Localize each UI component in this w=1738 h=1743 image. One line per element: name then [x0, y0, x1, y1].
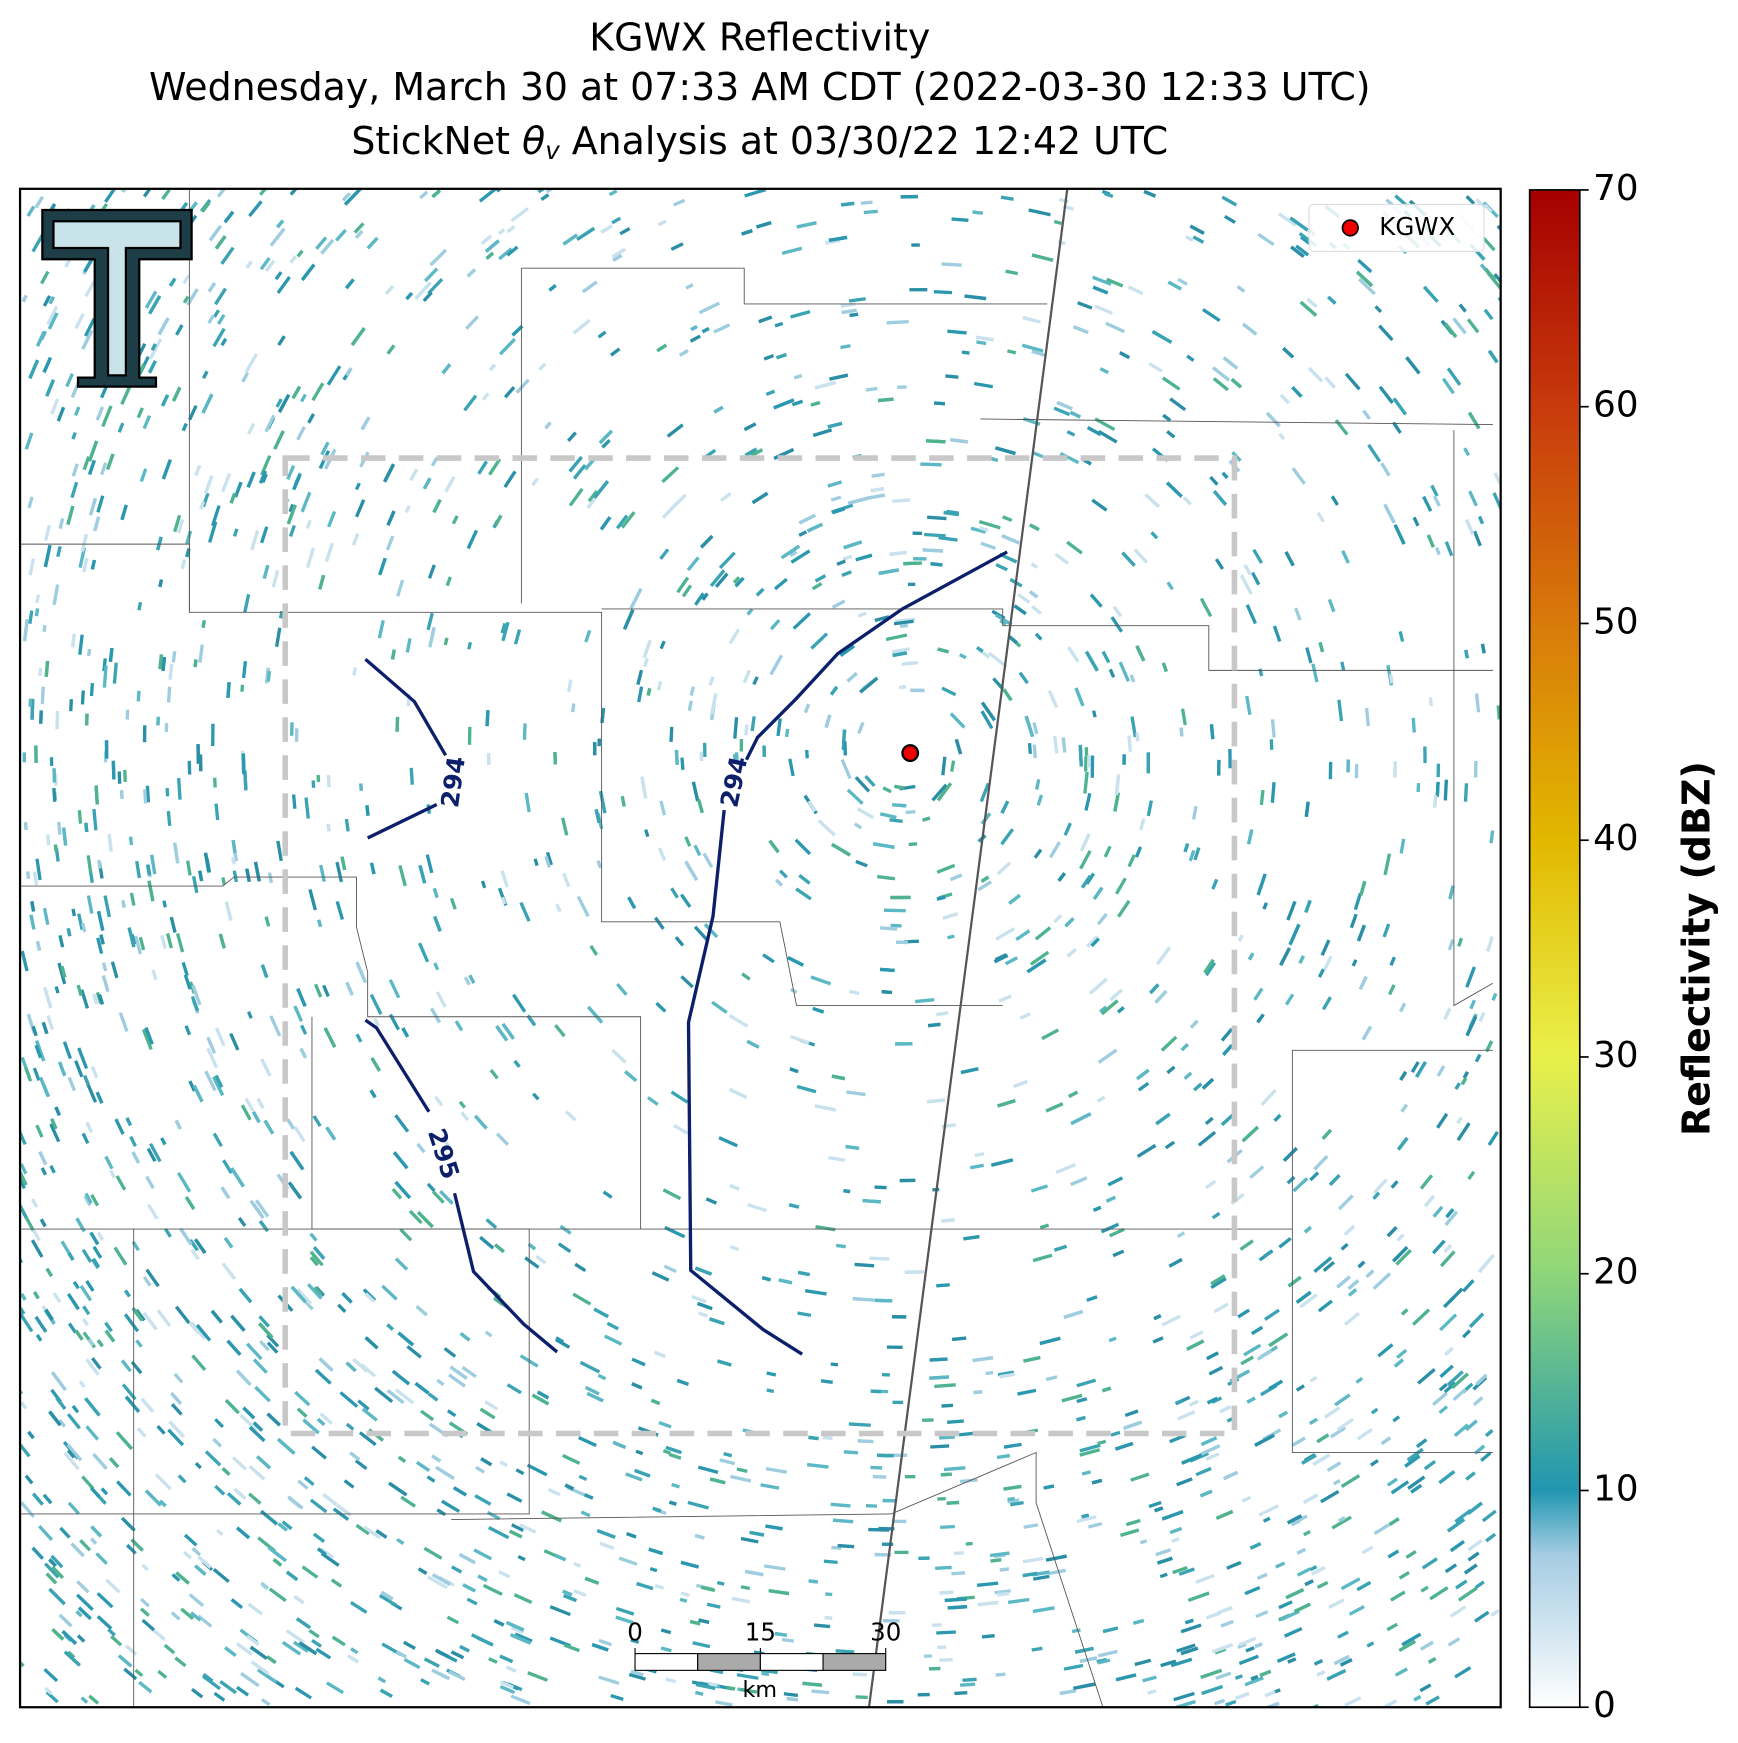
colorbar-tick-label: 70 [1593, 168, 1638, 209]
scale-unit: km [743, 1677, 778, 1703]
colorbar: Reflectivity (dBZ) 0 10 20 30 40 50 60 70 [1528, 168, 1719, 1726]
map: 294 294 295 KGWX km 0 15 30 [20, 188, 1501, 1708]
colorbar-label: Reflectivity (dBZ) [1675, 761, 1719, 1136]
legend-label: KGWX [1379, 212, 1455, 241]
colorbar-scale [1528, 189, 1581, 1709]
colorbar-tick-label: 10 [1593, 1468, 1638, 1509]
logo [41, 208, 193, 388]
contour-label: 294 [435, 754, 471, 809]
analysis-domain [282, 455, 1238, 1437]
colorbar-tick-label: 20 [1593, 1252, 1638, 1293]
county-lines [20, 188, 1494, 1708]
state-line [867, 188, 1069, 1708]
colorbar-tick-label: 50 [1593, 601, 1638, 642]
title: KGWX Reflectivity [589, 16, 930, 60]
subtitle-subscript: v [545, 136, 560, 165]
title: Wednesday, March 30 at 07:33 AM CDT (202… [149, 65, 1371, 109]
scale-tick-label: 15 [745, 1617, 776, 1646]
subtitle-text: Analysis at 03/30/22 12:42 UTC [560, 118, 1169, 162]
legend: KGWX [1308, 203, 1485, 252]
colorbar-tick-label: 0 [1593, 1685, 1616, 1726]
subtitle-text: StickNet [351, 118, 522, 162]
subtitle: StickNet θv Analysis at 03/30/22 12:42 U… [351, 118, 1168, 164]
radar-site [901, 744, 920, 762]
scale-tick-label: 0 [627, 1617, 643, 1646]
map-frame [18, 187, 1502, 1709]
contours [364, 550, 1008, 1356]
subtitle-symbol: θ [522, 118, 545, 162]
colorbar-tick-label: 30 [1593, 1035, 1638, 1076]
colorbar-tick-label: 60 [1593, 385, 1638, 426]
scale-bar: km 0 15 30 [627, 1617, 901, 1703]
scale-tick-label: 30 [870, 1617, 901, 1646]
colorbar-tick-label: 40 [1593, 818, 1638, 859]
